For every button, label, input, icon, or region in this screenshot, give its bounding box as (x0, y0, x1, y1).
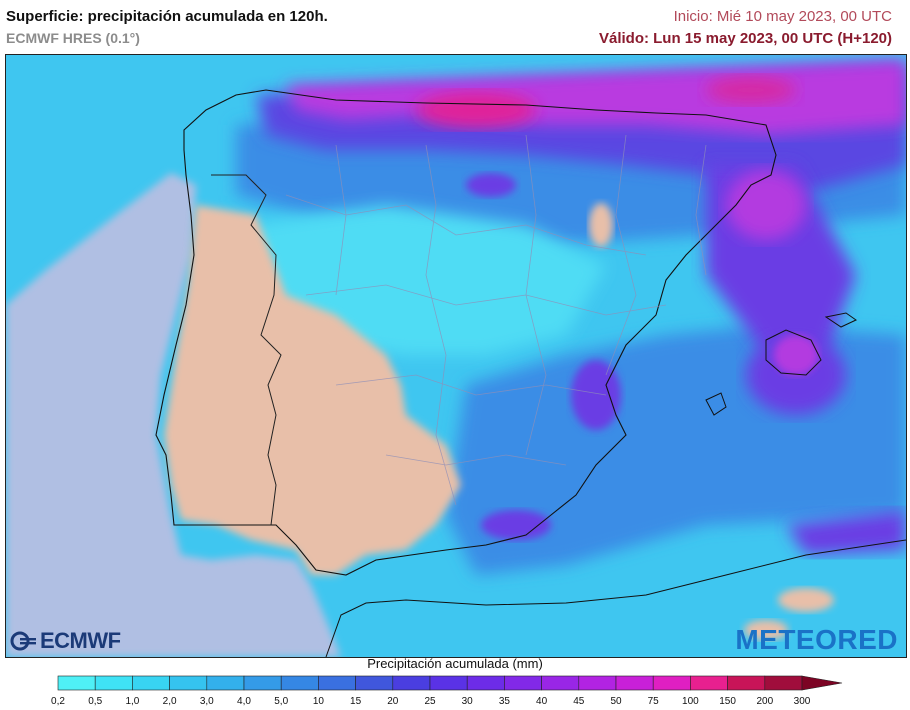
dry-spot-iberian (589, 203, 613, 247)
legend-swatch (280, 675, 319, 691)
regional-borders (285, 134, 707, 506)
legend-tick-label: 10 (313, 696, 325, 707)
legend-tick-label: 0,2 (51, 696, 65, 707)
legend-swatch (392, 675, 431, 691)
precip-extreme-catalonia (726, 170, 806, 240)
legend-swatch (578, 675, 617, 691)
legend-swatch (690, 675, 728, 691)
legend-tick-label: 2,0 (163, 696, 177, 707)
ecmwf-logo-text: ECMWF (40, 628, 121, 653)
coastline-menorca (824, 312, 857, 328)
legend-tick-label: 150 (719, 696, 736, 707)
precip-heavy-murcia (481, 510, 551, 540)
legend-swatch (318, 675, 356, 691)
legend-swatch (504, 675, 542, 691)
model-subtitle: ECMWF HRES (0.1°) (6, 30, 140, 46)
legend-swatch (541, 675, 580, 691)
precipitation-map (5, 54, 907, 658)
legend-swatch (206, 675, 245, 691)
legend-tick-label: 0,5 (88, 696, 102, 707)
precip-heavy-valencia (571, 360, 621, 430)
legend-swatch (429, 675, 468, 691)
atlantic-dry-sea (6, 173, 341, 657)
legend-colorbar: 0,2 0,5 1,0 2,0 3,0 4,0 5,0 10 15 20 25 30 35 40 45 50 7… (51, 675, 843, 707)
legend-tick-label: 75 (648, 696, 660, 707)
map-canvas (6, 55, 906, 657)
coastline-ibiza (705, 392, 727, 416)
ecmwf-logo-icon (10, 631, 36, 651)
coastline-africa (325, 539, 906, 657)
legend-tick-label: 300 (794, 696, 811, 707)
dry-spot-africa-west (744, 620, 788, 640)
precip-heavy-south (786, 510, 906, 555)
legend-swatch (132, 675, 170, 691)
precip-heavy-leon (466, 173, 516, 197)
legend-tick-label: 15 (350, 696, 362, 707)
dry-spot-north-africa (778, 588, 834, 612)
precip-peak-cantabria (416, 92, 536, 128)
precip-extreme-mallorca (774, 335, 818, 375)
legend-tick-label: 100 (682, 696, 699, 707)
precip-peak-pyrenees (706, 76, 796, 104)
legend-tick-label: 30 (462, 696, 474, 707)
legend-swatch (652, 675, 691, 691)
legend-swatch (57, 675, 96, 691)
ecmwf-logo: ECMWF (10, 628, 121, 654)
legend-swatch (243, 675, 282, 691)
legend-tick-label: 3,0 (200, 696, 214, 707)
legend-tick-label: 1,0 (125, 696, 139, 707)
coastline-mallorca (765, 329, 822, 376)
legend-tick-label: 40 (536, 696, 548, 707)
legend-swatch-arrow (801, 675, 843, 691)
dry-land-southwest (164, 205, 461, 575)
coastline-iberia (155, 89, 777, 576)
legend-tick-label: 5,0 (274, 696, 288, 707)
legend-tick-label: 200 (756, 696, 773, 707)
legend-swatch (169, 675, 208, 691)
legend-tick-label: 45 (573, 696, 585, 707)
legend-swatch (727, 675, 766, 691)
legend-tick-label: 20 (387, 696, 399, 707)
legend-title: Precipitación acumulada (mm) (367, 656, 543, 671)
init-time: Inicio: Mié 10 may 2023, 00 UTC (673, 8, 892, 25)
legend-swatch (615, 675, 654, 691)
border-spain-portugal (211, 174, 282, 526)
legend-tick-label: 25 (424, 696, 436, 707)
legend-swatch (94, 675, 133, 691)
legend-tick-label: 4,0 (237, 696, 251, 707)
legend-tick-label: 35 (499, 696, 511, 707)
legend-tick-label: 50 (610, 696, 622, 707)
meteored-logo: METEORED (735, 624, 898, 655)
legend-swatch (466, 675, 505, 691)
legend-swatch (764, 675, 803, 691)
map-title: Superficie: precipitación acumulada en 1… (6, 8, 328, 25)
valid-time: Válido: Lun 15 may 2023, 00 UTC (H+120) (598, 30, 892, 47)
legend-swatch (355, 675, 394, 691)
